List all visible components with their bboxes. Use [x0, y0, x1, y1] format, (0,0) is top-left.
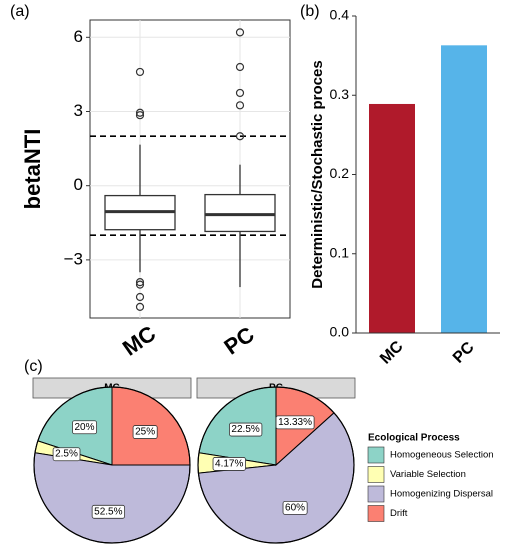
data-label-group: 25%: [132, 425, 158, 439]
legend-label: Variable Selection: [390, 469, 466, 480]
panel-label: (b): [300, 3, 320, 20]
outlier: [235, 132, 245, 141]
pie-outline: [33, 386, 191, 544]
panel-label: (a): [10, 3, 30, 20]
outlier: [135, 67, 145, 77]
data-label-group: 13.33%: [275, 415, 315, 430]
y-tick-label: 0.1: [330, 244, 350, 260]
y-tick-label: 0: [74, 175, 83, 194]
x-tick-label: MC: [118, 321, 160, 361]
outlier: [135, 108, 145, 117]
y-tick-label: 0.0: [330, 324, 350, 340]
data-label-group: 2.5%: [52, 447, 81, 462]
pie-slice: [33, 452, 191, 544]
outlier: [135, 280, 145, 289]
outlier: [135, 111, 145, 120]
y-tick-label: 0.2: [330, 165, 350, 181]
data-label: 52.5%: [94, 506, 122, 517]
legend-label: Drift: [390, 508, 408, 519]
x-tick-label: PC: [450, 339, 478, 367]
y-tick-label: 0.4: [330, 7, 350, 23]
bar: [441, 45, 487, 333]
data-label-group: 22.5%: [229, 422, 263, 437]
outlier: [235, 28, 245, 37]
data-label-group: 52.5%: [91, 504, 126, 519]
pie-outline: [197, 386, 355, 544]
data-label: 25%: [135, 427, 155, 438]
label-box: [212, 457, 246, 471]
outlier: [235, 101, 245, 110]
box: [204, 193, 276, 233]
label-box: [52, 447, 81, 462]
y-tick-label: 3: [74, 101, 83, 120]
data-label: 2.5%: [55, 449, 78, 460]
data-label-group: 4.17%: [212, 457, 246, 471]
plot-area: [89, 19, 291, 319]
legend-label: Homogeneous Selection: [390, 450, 494, 461]
y-tick-label: −3: [64, 249, 83, 268]
x-tick-label: MC: [377, 338, 407, 368]
outlier: [135, 278, 145, 287]
label-box: [282, 500, 308, 515]
legend-key: [367, 505, 385, 522]
data-label: 4.17%: [215, 458, 243, 469]
data-label: 60%: [285, 502, 305, 513]
y-axis-title: Deterministic/Stochastic proces: [309, 60, 326, 288]
data-label-group: 60%: [282, 500, 308, 515]
label-box: [275, 415, 315, 430]
label-box: [132, 425, 158, 439]
legend-key: [367, 446, 385, 464]
y-axis-title: betaNTI: [20, 129, 45, 210]
outlier: [135, 302, 145, 311]
legend-key: [367, 485, 385, 503]
label-box: [229, 422, 263, 437]
outlier: [235, 62, 245, 72]
data-label: 20%: [74, 422, 94, 433]
legend-title: Ecological Process: [368, 433, 460, 444]
label-box: [72, 420, 98, 435]
outlier: [135, 292, 145, 302]
x-tick-label: PC: [219, 322, 258, 360]
data-label-group: 20%: [72, 420, 98, 435]
data-label: 22.5%: [231, 424, 259, 435]
bar: [369, 103, 415, 333]
label-box: [91, 504, 126, 519]
legend-label: Homogenizing Dispersal: [390, 489, 493, 500]
legend-key: [367, 466, 385, 483]
panel-label: (c): [24, 358, 43, 375]
y-tick-label: 0.3: [330, 86, 350, 102]
outlier: [235, 88, 245, 98]
data-label: 13.33%: [278, 417, 312, 428]
y-tick-label: 6: [74, 27, 83, 46]
